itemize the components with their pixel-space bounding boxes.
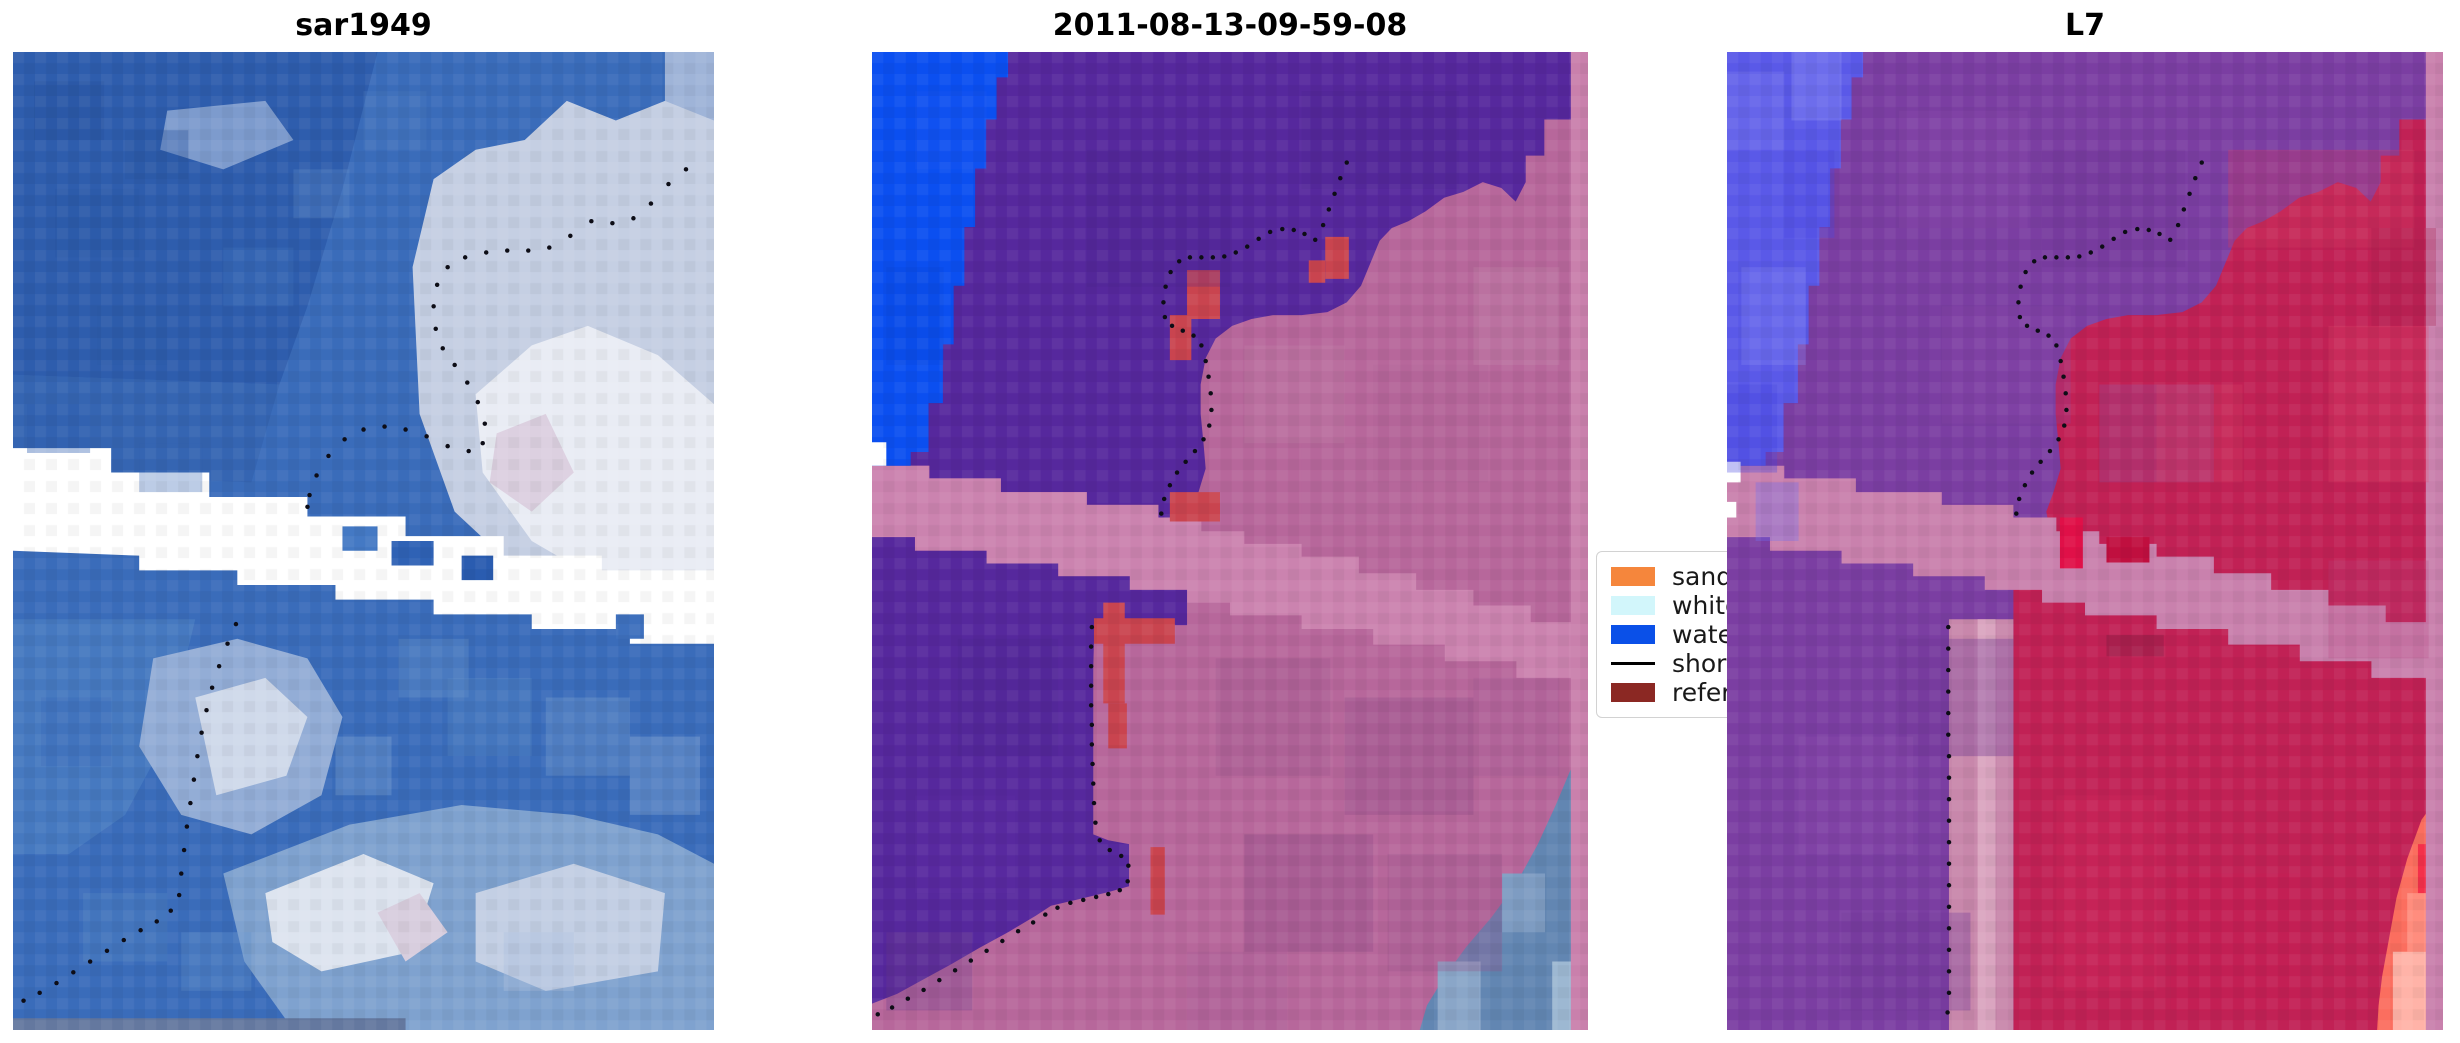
pixelation-overlay [872,52,1588,1030]
legend-color-swatch [1611,625,1655,644]
shoreline-dotted-line [1948,627,1950,1012]
satellite-image-classified [872,52,1588,1030]
panel-title-l7: L7 [2065,8,2105,43]
pixelation-overlay [13,52,714,1030]
legend-color-swatch [1611,596,1655,615]
legend-row-sand: sand [1611,562,1821,591]
panel-image-l7 [1727,52,2443,1030]
panel-title-date: 2011-08-13-09-59-08 [1052,8,1408,43]
pixelation-overlay [1727,52,2443,1030]
satellite-image-l7 [1727,52,2443,1030]
legend-color-swatch [1611,567,1655,586]
legend-color-swatch [1611,683,1655,702]
panel-image-sar1949 [13,52,714,1030]
legend-line-swatch [1611,662,1655,665]
shoreline-dotted-line [307,169,686,506]
shoreline-dotted-line [1161,163,1347,514]
shoreline-dotted-line [878,627,1129,1014]
shoreline-dotted-line [24,624,236,1001]
legend-label: sand [1672,562,1733,591]
shoreline-dotted-line [2016,163,2202,514]
panel-title-sar1949: sar1949 [295,8,432,43]
panel-image-classified [872,52,1588,1030]
satellite-image-sar1949 [13,52,714,1030]
